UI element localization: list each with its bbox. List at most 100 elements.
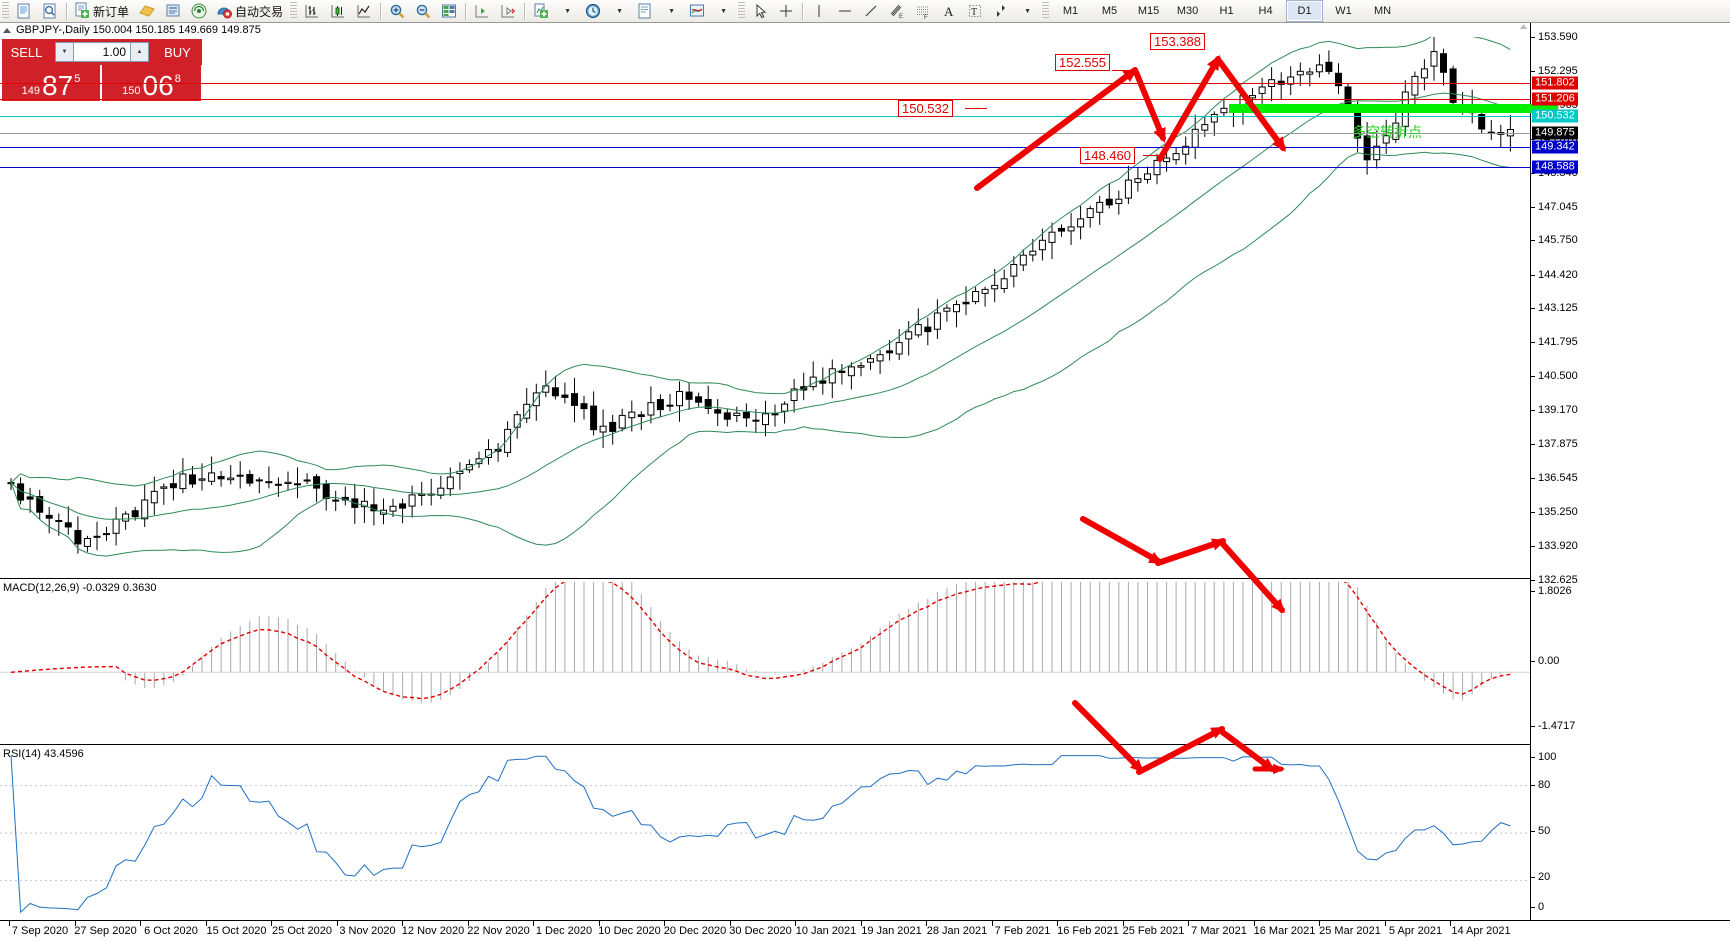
toolbar-grip-4[interactable] <box>1041 2 1050 20</box>
price-level-line[interactable] <box>0 83 1530 85</box>
svg-text:E: E <box>899 14 903 20</box>
macd-tick <box>1531 726 1535 727</box>
price-level-chip[interactable]: 148.588 <box>1532 160 1578 174</box>
crosshair-icon[interactable] <box>774 0 798 22</box>
volume-stepper[interactable]: ▼ 1.00 ▲ <box>51 39 153 65</box>
autotrading-label: 自动交易 <box>235 4 284 19</box>
time-divider <box>991 921 993 926</box>
data-window-icon[interactable] <box>437 0 461 22</box>
time-tick-label: 7 Sep 2020 <box>11 925 69 937</box>
buy-button[interactable]: BUY <box>153 39 202 65</box>
volume-input[interactable]: 1.00 <box>74 42 130 62</box>
price-level-line[interactable] <box>0 98 1530 100</box>
time-tick-label: 20 Dec 2020 <box>663 925 727 937</box>
price-level-chip[interactable]: 149.875 <box>1532 126 1578 140</box>
price-level-chip[interactable]: 151.206 <box>1532 92 1578 106</box>
templates-icon[interactable] <box>633 0 657 22</box>
macd-pane[interactable] <box>0 582 1530 746</box>
auto-scroll-icon[interactable] <box>496 0 520 22</box>
price-level-line[interactable] <box>0 147 1530 149</box>
chart-template-icon[interactable] <box>685 0 709 22</box>
time-tick-label: 19 Jan 2021 <box>861 925 922 937</box>
price-level-chip[interactable]: 150.532 <box>1532 109 1578 123</box>
timeframe-m1[interactable]: M1 <box>1062 5 1079 17</box>
cursor-icon[interactable] <box>748 0 772 22</box>
templates-caret[interactable]: ▼ <box>668 7 675 15</box>
rsi-tick <box>1531 831 1535 832</box>
market-watch-icon[interactable] <box>38 0 62 22</box>
annotation-150532[interactable]: 150.532 <box>898 100 953 117</box>
timeframe-h4[interactable]: H4 <box>1258 5 1273 17</box>
time-tick-label: 12 Nov 2020 <box>401 925 465 937</box>
text-label-icon[interactable]: A <box>937 0 961 22</box>
zoom-out-icon[interactable] <box>411 0 435 22</box>
new-order-button[interactable]: 新订单 <box>71 0 133 22</box>
timeframe-m30[interactable]: M30 <box>1176 5 1199 17</box>
time-divider <box>205 921 207 926</box>
terminal-icon[interactable] <box>161 0 185 22</box>
price-level-line[interactable] <box>0 166 1530 168</box>
signals-icon[interactable] <box>187 0 211 22</box>
period-clock-icon[interactable] <box>581 0 605 22</box>
annotation-148460[interactable]: 148.460 <box>1080 147 1135 164</box>
toolbar-grip[interactable] <box>1 2 9 20</box>
arrows-icon[interactable] <box>989 0 1013 22</box>
chart-template-caret[interactable]: ▼ <box>720 7 727 15</box>
price-tick-label: 144.420 <box>1538 268 1578 281</box>
rsi-indicator-label: RSI(14) 43.4596 <box>3 748 84 760</box>
arrows-caret[interactable]: ▼ <box>1024 7 1031 15</box>
bar-chart-icon[interactable] <box>300 0 324 22</box>
timeframe-m15[interactable]: M15 <box>1137 5 1160 17</box>
timeframe-mn[interactable]: MN <box>1373 5 1392 17</box>
macd-indicator-label: MACD(12,26,9) -0.0329 0.3630 <box>3 582 157 594</box>
chart-collapse-icon[interactable] <box>3 27 11 33</box>
price-tick-label: 145.750 <box>1538 234 1578 247</box>
chart-symbol-label: GBPJPY-,Daily 150.004 150.185 149.669 14… <box>16 24 261 36</box>
indicators-dropdown-caret[interactable]: ▼ <box>564 7 571 15</box>
trendline-icon[interactable] <box>859 0 883 22</box>
price-level-line[interactable] <box>0 116 1530 118</box>
period-dropdown-caret[interactable]: ▼ <box>616 7 623 15</box>
sell-button[interactable]: SELL <box>2 39 51 65</box>
time-divider <box>729 921 731 926</box>
svg-text:T: T <box>971 7 977 18</box>
autotrading-button[interactable]: 自动交易 <box>213 0 287 22</box>
toolbar-separator-2 <box>380 2 382 20</box>
toolbar-separator <box>66 2 67 20</box>
equidistant-channel-icon[interactable]: E <box>885 0 909 22</box>
vertical-line-icon[interactable] <box>807 0 831 22</box>
indicators-add-icon[interactable] <box>529 0 553 22</box>
price-level-chip[interactable]: 149.342 <box>1532 140 1578 154</box>
price-level-line[interactable] <box>0 133 1530 135</box>
horizontal-line-icon[interactable] <box>833 0 857 22</box>
buy-price-display[interactable]: 150 06 8 <box>102 65 201 101</box>
line-chart-icon[interactable] <box>352 0 376 22</box>
time-axis[interactable]: 7 Sep 2020 27 Sep 2020 6 Oct 2020 15 Oct 20… <box>0 920 1730 943</box>
annotation-152555[interactable]: 152.555 <box>1055 54 1110 71</box>
timeframe-w1[interactable]: W1 <box>1335 5 1352 17</box>
sell-price-display[interactable]: 149 87 5 <box>2 65 100 101</box>
candlestick-chart-icon[interactable] <box>326 0 350 22</box>
new-chart-icon[interactable] <box>12 0 36 22</box>
price-chart-pane[interactable] <box>0 37 1530 580</box>
timeframe-h1[interactable]: H1 <box>1219 5 1234 17</box>
price-level-chip[interactable]: 151.802 <box>1532 76 1578 90</box>
zoom-in-icon[interactable] <box>385 0 409 22</box>
volume-increment-button[interactable]: ▲ <box>130 42 149 62</box>
toolbar-grip-2[interactable] <box>289 2 298 20</box>
fibonacci-icon[interactable]: F <box>911 0 935 22</box>
annotation-153388[interactable]: 153.388 <box>1150 33 1205 50</box>
one-click-trading-panel[interactable]: SELL ▼ 1.00 ▲ BUY 149 87 5 150 06 8 <box>2 39 202 101</box>
sell-price-fraction: 5 <box>74 73 81 85</box>
timeframe-m5[interactable]: M5 <box>1101 5 1118 17</box>
time-tick-label: 28 Jan 2021 <box>926 925 988 937</box>
toolbar-grip-3[interactable] <box>737 2 746 20</box>
rsi-pane[interactable] <box>0 748 1530 920</box>
scroll-up-icon[interactable] <box>1519 22 1528 31</box>
expert-advisor-icon[interactable] <box>135 0 159 22</box>
text-box-icon[interactable]: T <box>963 0 987 22</box>
price-scale[interactable]: 153.590152.295150.965149.670148.340147.0… <box>1530 23 1730 920</box>
chart-shift-icon[interactable] <box>470 0 494 22</box>
volume-decrement-button[interactable]: ▼ <box>55 42 74 62</box>
timeframe-d1[interactable]: D1 <box>1286 0 1324 22</box>
